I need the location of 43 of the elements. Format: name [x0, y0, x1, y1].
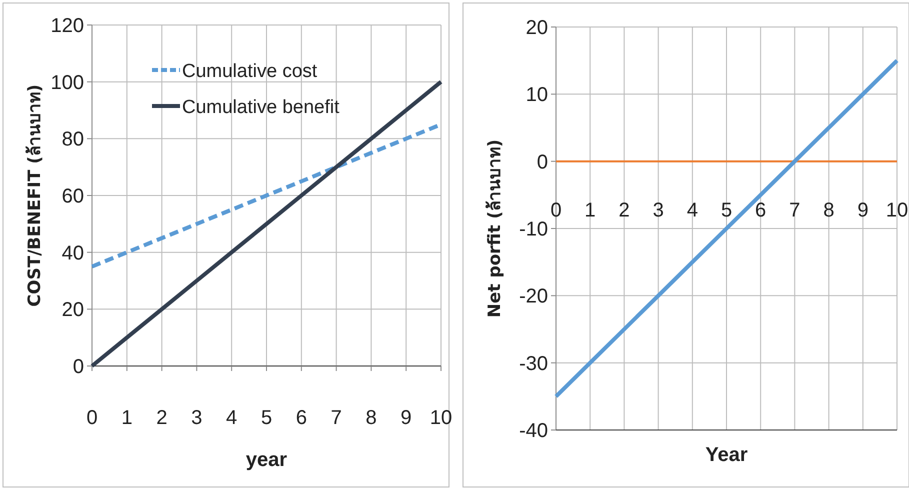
x-tick-label: 10 [430, 407, 452, 429]
x-tick-label: 6 [296, 407, 307, 429]
y-tick-label: 0 [72, 356, 84, 378]
x-tick-label: 2 [156, 407, 168, 429]
y-tick-label: 0 [536, 151, 548, 174]
x-tick-label: 2 [618, 199, 630, 222]
x-tick-label: 9 [400, 407, 412, 429]
y-tick-label: 100 [50, 72, 84, 94]
y-tick-label: -30 [519, 352, 548, 375]
legend-label: Cumulative cost [182, 61, 318, 82]
x-tick-label: 4 [226, 407, 238, 429]
x-tick-label: 5 [720, 199, 732, 222]
x-tick-label: 10 [886, 199, 908, 222]
x-tick-label: 4 [686, 199, 698, 222]
line-series [90, 80, 443, 368]
x-tick-label: 0 [550, 199, 562, 222]
x-axis-title: year [246, 449, 288, 471]
x-tick-label: 8 [366, 407, 377, 429]
x-tick-label: 7 [789, 199, 800, 222]
x-tick-label: 5 [260, 407, 272, 429]
y-tick-label: 40 [62, 242, 84, 264]
x-tick-label: 9 [857, 199, 868, 222]
y-axis-title: COST/BENEFIT (ล้านบาท) [25, 84, 45, 307]
x-tick-label: 3 [191, 407, 202, 429]
x-tick-label: 7 [330, 407, 342, 429]
y-tick-label: -20 [519, 286, 548, 308]
x-tick-label: 1 [584, 199, 596, 222]
y-tick-label: -40 [519, 420, 548, 442]
x-axis-title: Year [705, 444, 748, 466]
y-tick-label: 80 [62, 128, 84, 151]
x-tick-label: 8 [823, 199, 834, 222]
x-tick-label: 3 [652, 199, 664, 222]
y-tick-label: 10 [526, 84, 548, 106]
x-tick-label: 1 [121, 407, 132, 429]
y-tick-label: 120 [50, 15, 84, 37]
y-tick-label: 20 [526, 17, 548, 39]
y-axis-title: Net porfit (ล้านบาท) [485, 139, 505, 318]
x-tick-label: 6 [755, 199, 766, 222]
y-tick-label: -10 [519, 218, 548, 240]
legend-label: Cumulative benefit [182, 97, 340, 118]
y-tick-label: 60 [62, 186, 84, 208]
y-tick-label: 20 [62, 299, 84, 322]
x-tick-label: 0 [86, 407, 98, 429]
